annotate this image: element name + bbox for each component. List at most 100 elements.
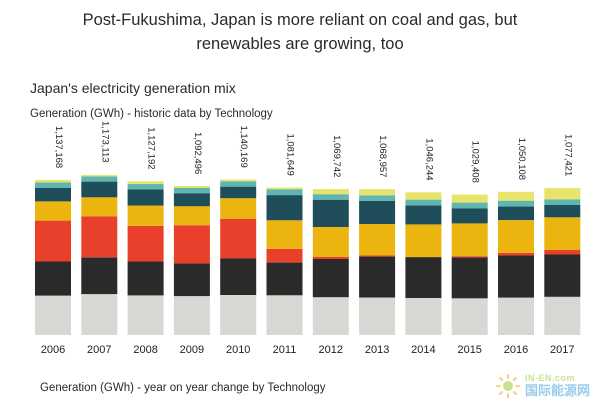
x-tick-label-2016: 2016 [504, 344, 528, 356]
bar-segment-other-2008 [127, 295, 164, 335]
bar-segment-nuclear-2008 [127, 225, 164, 262]
bar-segment-oil-2008 [127, 189, 164, 206]
bar-segment-gas-2009 [173, 206, 210, 226]
bar-segment-renewables-2015 [451, 194, 488, 203]
bar-segment-renewables-2012 [312, 189, 349, 195]
bar-segment-gas-2014 [405, 224, 442, 258]
bar-segment-renewables-2006 [35, 179, 71, 183]
bar-segment-renewables-2014 [405, 192, 442, 200]
chart-title-line-2: renewables are growing, too [196, 35, 404, 53]
x-tick-label-2012: 2012 [319, 344, 343, 356]
bar-segment-oil-2009 [173, 193, 210, 207]
bar-segment-hydro-2015 [451, 202, 488, 209]
bar-segment-coal-2008 [127, 261, 164, 296]
bar-segment-oil-2013 [359, 200, 396, 224]
bar-segment-nuclear-2013 [359, 255, 396, 257]
bar-segment-hydro-2017 [544, 199, 581, 205]
bar-segment-hydro-2007 [81, 176, 118, 182]
bar-segment-oil-2012 [312, 199, 349, 227]
bar-segment-oil-2011 [266, 195, 303, 221]
bar-segment-nuclear-2006 [35, 220, 71, 262]
bar-segment-nuclear-2016 [498, 252, 534, 256]
bar-segment-hydro-2010 [220, 181, 257, 187]
sun-logo-icon [495, 374, 520, 398]
bar-segment-coal-2010 [220, 258, 257, 295]
chart-title: Post-Fukushima, Japan is more reliant on… [0, 8, 600, 56]
bar-segment-other-2010 [220, 295, 257, 335]
bar-segment-coal-2012 [312, 259, 349, 298]
total-label-2010: 1,140,169 [238, 125, 249, 167]
total-label-2013: 1,068,957 [377, 135, 388, 177]
bar-segment-hydro-2011 [266, 189, 303, 196]
total-label-2006: 1,137,168 [53, 126, 64, 168]
bar-segment-oil-2006 [35, 187, 71, 202]
bar-segment-gas-2015 [451, 223, 488, 257]
bar-segment-nuclear-2010 [220, 218, 257, 259]
watermark-bottom: 国际能源网 [524, 382, 590, 398]
bar-segment-gas-2013 [359, 224, 396, 256]
axis-caption: Generation (GWh) - historic data by Tech… [30, 108, 273, 120]
bar-segment-oil-2016 [498, 206, 534, 221]
watermark-top: IN-EN.com [524, 373, 575, 384]
bar-segment-coal-2017 [544, 254, 581, 297]
bar-segment-nuclear-2017 [544, 250, 581, 255]
bar-segment-coal-2013 [359, 256, 396, 298]
bar-segment-other-2007 [81, 294, 118, 335]
bar-segment-oil-2014 [405, 205, 442, 225]
total-label-2009: 1,092,496 [192, 132, 203, 174]
x-tick-label-2011: 2011 [273, 344, 297, 356]
bar-segment-renewables-2007 [81, 175, 118, 177]
bar-segment-oil-2017 [544, 205, 581, 218]
bar-segment-hydro-2008 [127, 184, 164, 190]
bar-segment-coal-2006 [35, 261, 71, 296]
bar-segment-other-2006 [35, 295, 71, 335]
bar-segment-other-2012 [312, 297, 349, 335]
bar-segment-other-2017 [544, 296, 581, 335]
total-label-2012: 1,069,742 [331, 135, 342, 177]
bar-segment-oil-2007 [81, 181, 118, 198]
bar-segment-gas-2011 [266, 220, 303, 249]
bar-segment-renewables-2008 [127, 181, 164, 185]
chart-title-line-1: Post-Fukushima, Japan is more reliant on… [82, 11, 518, 29]
bar-segment-gas-2012 [312, 227, 349, 257]
x-tick-label-2014: 2014 [411, 344, 435, 356]
bar-segment-hydro-2006 [35, 182, 71, 188]
bar-segment-coal-2015 [451, 257, 488, 299]
bar-segment-gas-2016 [498, 220, 534, 253]
total-label-2016: 1,050,108 [516, 138, 527, 180]
x-tick-label-2006: 2006 [41, 344, 65, 356]
bar-segment-other-2016 [498, 297, 534, 335]
bar-segment-coal-2016 [498, 255, 534, 298]
bar-segment-other-2014 [405, 298, 442, 335]
bar-segment-nuclear-2012 [312, 257, 349, 259]
bar-segment-renewables-2011 [266, 187, 303, 190]
bar-segment-gas-2017 [544, 217, 581, 250]
bar-segment-hydro-2016 [498, 200, 534, 207]
x-tick-label-2007: 2007 [87, 344, 111, 356]
bar-segment-gas-2008 [127, 205, 164, 226]
bottom-caption: Generation (GWh) - year on year change b… [40, 382, 326, 394]
chart-subtitle: Japan's electricity generation mix [30, 80, 236, 96]
bar-segment-renewables-2010 [220, 179, 257, 182]
bar-segment-oil-2015 [451, 208, 488, 224]
bar-segment-nuclear-2007 [81, 216, 118, 258]
bar-segment-other-2009 [173, 296, 210, 335]
bar-segment-coal-2009 [173, 263, 210, 297]
bar-segment-renewables-2016 [498, 191, 534, 201]
total-label-2008: 1,127,192 [146, 127, 157, 169]
x-tick-label-2010: 2010 [226, 344, 250, 356]
bar-segment-oil-2010 [220, 186, 257, 199]
total-label-2007: 1,173,113 [99, 121, 110, 163]
bar-segment-nuclear-2015 [451, 256, 488, 258]
bar-segment-hydro-2009 [173, 187, 210, 194]
bar-segment-nuclear-2011 [266, 248, 303, 263]
bar-segment-renewables-2013 [359, 189, 396, 196]
bar-segment-gas-2007 [81, 197, 118, 217]
bar-segment-hydro-2014 [405, 199, 442, 206]
total-label-2014: 1,046,244 [423, 138, 434, 180]
total-label-2011: 1,081,649 [285, 133, 296, 175]
bar-segment-coal-2011 [266, 262, 303, 296]
bar-segment-other-2013 [359, 297, 396, 335]
bar-segment-coal-2014 [405, 257, 442, 298]
